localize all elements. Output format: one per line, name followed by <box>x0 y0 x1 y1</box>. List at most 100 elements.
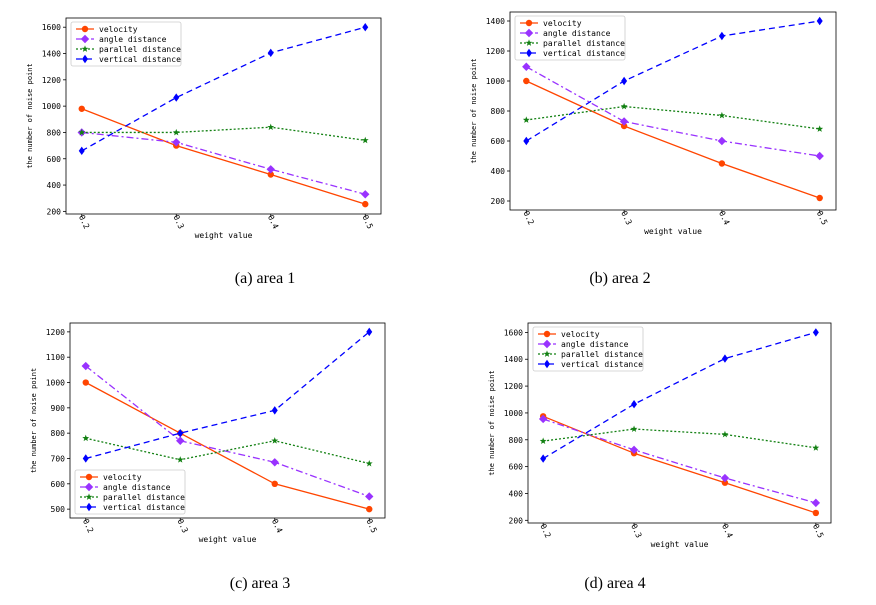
x-tick-label: 0.2 <box>538 522 552 539</box>
legend-marker-vertical <box>526 48 532 58</box>
series-line-parallel <box>81 126 366 141</box>
data-point-velocity <box>523 77 530 85</box>
x-axis-label: weight value <box>199 535 257 544</box>
y-tick-label: 1000 <box>42 102 61 111</box>
y-tick-label: 600 <box>47 155 62 164</box>
y-tick-label: 900 <box>51 404 66 413</box>
legend-marker-velocity <box>543 330 551 338</box>
data-point-angle <box>365 492 374 501</box>
data-point-angle <box>522 62 531 71</box>
y-tick-label: 1100 <box>46 353 65 362</box>
legend-label-vertical: vertical distance <box>561 360 643 369</box>
legend-box <box>74 469 186 515</box>
data-point-angle <box>717 136 727 146</box>
x-tick-label: 0.5 <box>364 517 378 534</box>
legend-marker-parallel <box>543 350 551 357</box>
data-point-vertical <box>82 454 89 463</box>
legend-label-velocity: velocity <box>543 19 582 28</box>
data-point-vertical <box>362 23 369 32</box>
y-axis-label: the number of noise point <box>26 63 34 168</box>
legend-marker-velocity <box>85 473 93 481</box>
series-velocity <box>82 379 373 513</box>
series-line-angle <box>81 131 366 195</box>
data-point-parallel <box>718 111 726 119</box>
series-line-angle <box>85 365 370 498</box>
data-point-vertical <box>173 93 180 102</box>
y-tick-label: 200 <box>509 516 524 525</box>
chart-panel-area-1: 200 400 600 800 1000 1200 1400 1600 0.2 0.3 0.4 0.5… <box>0 0 438 300</box>
legend-label-parallel: parallel distance <box>99 45 181 54</box>
data-point-angle <box>81 361 90 371</box>
plot-frame <box>69 322 386 519</box>
series-vertical <box>82 327 373 463</box>
legend-marker-angle <box>84 482 94 492</box>
plot-frame <box>527 322 832 524</box>
x-tick-label: 0.4 <box>717 209 731 226</box>
x-tick-label: 0.3 <box>619 209 633 226</box>
y-axis-label: the number of noise point <box>30 368 38 473</box>
series-line-velocity <box>542 415 817 514</box>
data-point-vertical <box>718 31 725 41</box>
y-axis-label: the number of noise point <box>470 58 478 163</box>
y-tick-label: 400 <box>47 181 62 190</box>
legend-box <box>70 21 182 67</box>
data-point-parallel <box>816 125 824 132</box>
series-line-vertical <box>85 331 370 460</box>
data-point-angle <box>811 498 821 508</box>
data-point-parallel <box>539 437 547 445</box>
data-point-vertical <box>540 454 547 463</box>
series-line-vertical <box>81 26 366 152</box>
data-point-parallel <box>172 128 180 136</box>
caption-area-4: (d) area 4 <box>584 575 646 592</box>
data-point-parallel <box>630 425 638 432</box>
y-tick-label: 1400 <box>504 355 523 364</box>
y-tick-label: 1000 <box>486 77 505 86</box>
legend-marker-velocity <box>81 25 89 33</box>
legend-marker-vertical <box>544 359 550 369</box>
legend-marker-vertical <box>86 502 92 512</box>
chart-area-2: 200 400 600 800 1000 1200 1400 0.2 0.3 0.4 0.5 weig… <box>470 11 837 236</box>
data-point-velocity <box>620 122 628 130</box>
y-tick-label: 200 <box>47 207 62 216</box>
data-point-velocity <box>721 479 729 486</box>
legend-marker-parallel <box>525 39 533 46</box>
x-tick-label: 0.2 <box>77 213 91 230</box>
series-angle <box>77 128 370 199</box>
legend-label-parallel: parallel distance <box>103 493 185 502</box>
legend-label-vertical: vertical distance <box>543 49 625 58</box>
y-axis-label: the number of noise point <box>488 370 496 475</box>
data-point-vertical <box>816 16 823 26</box>
data-point-parallel <box>721 430 729 438</box>
y-tick-label: 1200 <box>504 382 523 391</box>
data-point-velocity <box>366 505 373 513</box>
data-point-vertical <box>271 406 278 415</box>
y-tick-label: 1000 <box>46 379 65 388</box>
series-parallel <box>539 425 820 451</box>
series-vertical <box>540 328 819 463</box>
legend-marker-vertical <box>82 54 88 64</box>
data-point-angle <box>815 151 824 161</box>
y-tick-label: 700 <box>51 454 66 463</box>
y-tick-label: 400 <box>491 167 506 176</box>
series-line-velocity <box>526 80 820 199</box>
plot-frame <box>65 17 382 215</box>
series-line-parallel <box>526 105 820 130</box>
data-point-velocity <box>271 480 278 488</box>
y-tick-label: 800 <box>509 436 524 445</box>
data-point-velocity <box>718 160 726 167</box>
y-tick-label: 1400 <box>42 50 61 59</box>
series-velocity <box>539 413 820 517</box>
legend-marker-velocity <box>525 19 533 27</box>
series-velocity <box>523 77 823 202</box>
legend-label-angle: angle distance <box>99 35 167 44</box>
data-point-parallel <box>620 102 628 110</box>
x-axis-label: weight value <box>195 231 253 240</box>
legend-marker-angle <box>542 339 552 349</box>
series-line-parallel <box>85 437 370 465</box>
data-point-angle <box>176 436 185 445</box>
y-tick-label: 600 <box>51 480 66 489</box>
series-vertical <box>523 16 823 146</box>
